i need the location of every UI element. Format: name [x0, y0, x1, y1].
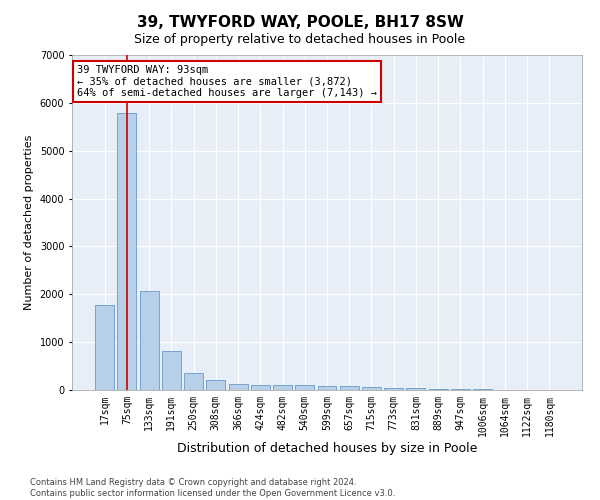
Y-axis label: Number of detached properties: Number of detached properties — [24, 135, 34, 310]
Text: Contains HM Land Registry data © Crown copyright and database right 2024.
Contai: Contains HM Land Registry data © Crown c… — [30, 478, 395, 498]
Bar — [118, 114, 136, 390]
X-axis label: Distribution of detached houses by size in Poole: Distribution of detached houses by size … — [177, 442, 477, 454]
Text: 39, TWYFORD WAY, POOLE, BH17 8SW: 39, TWYFORD WAY, POOLE, BH17 8SW — [137, 15, 463, 30]
Bar — [451, 389, 470, 390]
Bar — [406, 388, 425, 390]
Bar — [140, 292, 158, 390]
Bar — [317, 386, 337, 390]
Bar — [251, 385, 270, 390]
Bar — [295, 386, 314, 390]
Bar — [184, 373, 203, 390]
Bar — [340, 386, 359, 390]
Bar — [206, 380, 225, 390]
Bar — [162, 351, 181, 390]
Text: 39 TWYFORD WAY: 93sqm
← 35% of detached houses are smaller (3,872)
64% of semi-d: 39 TWYFORD WAY: 93sqm ← 35% of detached … — [77, 65, 377, 98]
Bar — [362, 386, 381, 390]
Bar — [229, 384, 248, 390]
Bar — [273, 386, 292, 390]
Bar — [95, 305, 114, 390]
Bar — [384, 388, 403, 390]
Bar — [429, 388, 448, 390]
Text: Size of property relative to detached houses in Poole: Size of property relative to detached ho… — [134, 32, 466, 46]
